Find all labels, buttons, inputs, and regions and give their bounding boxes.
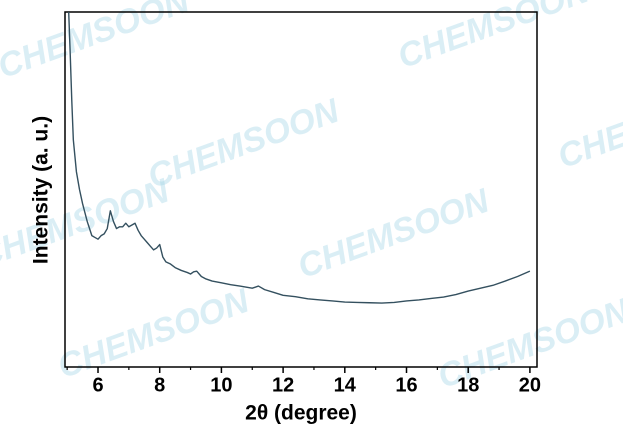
x-axis-label: 2θ (degree): [245, 402, 357, 425]
watermark: CHEMSOON: [553, 71, 623, 176]
x-tick-label: 12: [272, 374, 294, 396]
watermark: CHEMSOON: [293, 181, 496, 286]
x-tick-label: 16: [395, 374, 417, 396]
x-tick-label: 18: [457, 374, 479, 396]
y-axis-label: Intensity (a. u.): [30, 116, 53, 264]
x-tick-label: 10: [210, 374, 232, 396]
x-tick-label: 14: [334, 374, 357, 396]
watermark: CHEMSOON: [143, 91, 346, 196]
x-tick-label: 20: [519, 374, 541, 396]
watermarks: CHEMSOON CHEMSOON CHEMSOON CHEMSOON CHEM…: [0, 0, 623, 396]
plot-frame: [64, 11, 538, 368]
x-tick-label: 8: [154, 374, 165, 396]
x-tick-label: 6: [92, 374, 103, 396]
data-line: [68, 11, 531, 304]
watermark: CHEMSOON: [0, 0, 195, 86]
watermark: CHEMSOON: [53, 281, 256, 386]
